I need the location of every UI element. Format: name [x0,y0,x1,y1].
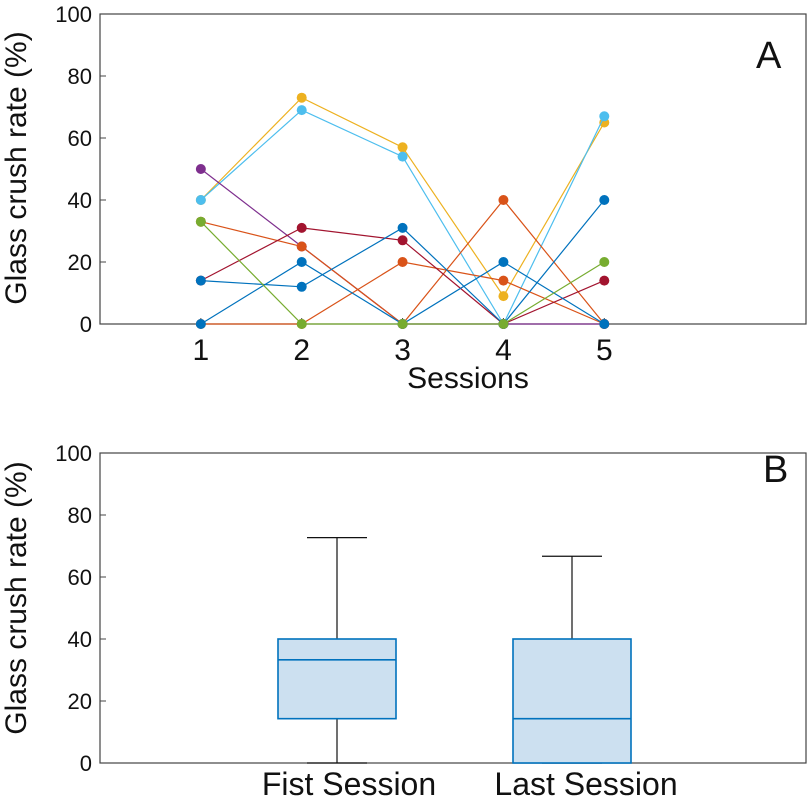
panel-b-axes-box [99,452,807,764]
panel-a-x-tick-label: 5 [596,334,613,367]
panel-a-y-tick-label: 40 [68,188,92,213]
data-point [599,257,610,267]
panel-b-category-fist-session: Fist Session [262,766,436,801]
data-point [397,257,408,267]
panel-b-y-tick-label: 80 [68,503,92,528]
data-point [195,216,206,227]
data-point [498,319,509,329]
data-point [498,275,509,286]
panel-a-label: A [756,35,782,77]
panel-b-y-tick-label: 100 [55,441,92,466]
data-point [296,92,307,103]
panel-a-y-tick-label: 60 [68,126,92,151]
panel-a-x-tick-label: 4 [495,334,512,367]
panel-b: 0 20 40 60 80 100 B Fist Session Last Session… [0,441,807,801]
panel-a-y-tick-label: 20 [68,250,92,275]
panel-a-y-tick-label: 0 [80,312,92,337]
box-1 [277,537,397,764]
panel-a-y-axis-label: Glass crush rate (%) [0,31,33,304]
data-point [296,222,307,233]
data-point [195,275,206,286]
panel-b-y-tick-label: 60 [68,565,92,590]
data-point [397,151,408,162]
panel-a-x-ticks: 1 2 3 4 5 [193,318,613,367]
data-point [397,235,408,246]
data-point [296,241,307,252]
series-S6 [195,222,610,329]
data-point [195,319,206,329]
data-point [599,111,610,122]
series-line [200,261,605,325]
panel-b-y-tick-label: 40 [68,627,92,652]
panel-b-boxes [277,537,632,764]
series-line [200,261,605,325]
panel-b-y-axis-label: Glass crush rate (%) [0,461,33,734]
series-line [200,168,605,325]
panel-a-y-ticks: 0 20 40 60 80 100 [55,2,106,337]
panel-a-y-tick-label: 80 [68,64,92,89]
series-line [200,109,605,326]
data-point [296,105,307,116]
panel-a: 0 20 40 60 80 100 1 2 3 4 5 A Sessions Glass crus… [0,2,807,395]
data-point [296,257,307,267]
panel-a-x-tick-label: 1 [193,334,210,367]
data-point [397,222,408,233]
panel-b-y-tick-label: 0 [80,751,92,776]
panel-a-series [195,92,610,329]
panel-a-x-tick-label: 3 [394,334,411,367]
box-2 [512,555,632,764]
data-point [397,142,408,153]
panel-a-x-tick-label: 2 [293,334,310,367]
panel-a-y-tick-label: 100 [55,2,92,27]
panel-b-category-last-session: Last Session [494,766,677,801]
data-point [498,291,509,302]
data-point [599,275,610,286]
data-point [498,195,509,205]
data-point [195,195,206,205]
series-S2 [195,105,610,329]
series-S9 [195,216,610,329]
data-point [296,281,307,292]
data-point [498,257,509,267]
box-iqr [512,638,632,764]
panel-b-y-tick-label: 20 [68,689,92,714]
box-iqr [277,638,397,720]
panel-a-x-axis-label: Sessions [407,362,529,395]
data-point [397,319,408,329]
panel-b-label: B [763,449,788,491]
data-point [195,164,206,174]
data-point [599,195,610,205]
data-point [599,319,610,329]
data-point [296,319,307,329]
series-S3 [195,164,610,329]
panel-b-y-ticks: 0 20 40 60 80 100 [55,441,106,776]
